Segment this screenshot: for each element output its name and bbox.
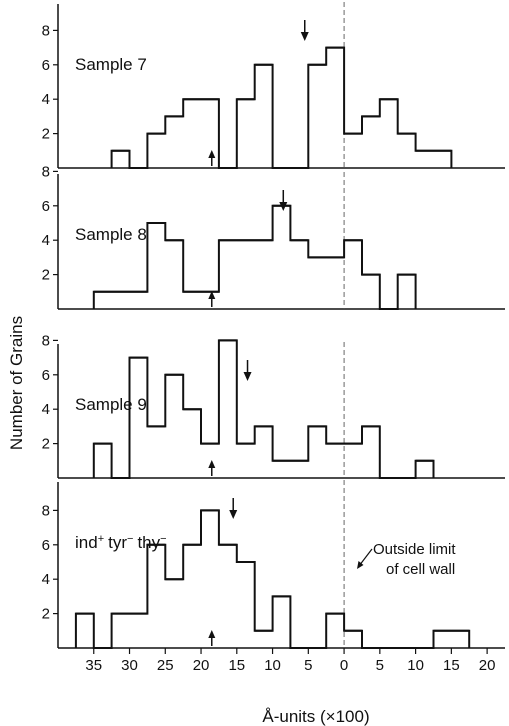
y-tick-label: 6 <box>42 198 50 215</box>
down-arrow-head <box>243 372 252 381</box>
x-tick-label: 5 <box>376 657 384 674</box>
x-tick-label: 20 <box>479 657 496 674</box>
y-tick-label: 4 <box>42 401 50 418</box>
up-arrow-head <box>208 150 216 158</box>
y-tick-label: 2 <box>42 267 50 284</box>
x-tick-label: 10 <box>264 657 281 674</box>
y-tick-label: 6 <box>42 367 50 384</box>
y-tick-label: 6 <box>42 537 50 554</box>
x-tick-label: 35 <box>85 657 102 674</box>
x-tick-label: 5 <box>304 657 312 674</box>
y-tick-label: 4 <box>42 232 50 249</box>
y-axis-label: Number of Grains <box>7 316 26 450</box>
panel-label: Sample 8 <box>75 225 147 244</box>
y-tick-label: 8 <box>42 22 50 39</box>
x-axis-label: Å-units (×100) <box>262 707 369 726</box>
x-tick-label: 15 <box>443 657 460 674</box>
histogram-outline <box>110 46 453 169</box>
x-tick-label: 15 <box>228 657 245 674</box>
panel-label: ind+ tyr− thy− <box>75 533 167 552</box>
x-tick-label: 10 <box>407 657 424 674</box>
y-tick-label: 4 <box>42 571 50 588</box>
y-tick-label: 2 <box>42 126 50 143</box>
histogram-outline <box>92 204 417 310</box>
annotation-line1: Outside limit <box>373 541 456 558</box>
up-arrow-head <box>208 460 216 468</box>
panel-4: 2 4 6 8 ind+ tyr− thy− <box>42 480 505 649</box>
panel-1: 2 4 6 8 Sample 7 <box>42 2 505 169</box>
down-arrow-head <box>300 32 309 41</box>
histogram-outline <box>74 509 471 649</box>
y-tick-label: 8 <box>42 332 50 349</box>
x-axis: 35 30 25 20 15 10 5 0 5 10 15 20 <box>85 648 495 674</box>
x-tick-label: 0 <box>340 657 348 674</box>
x-tick-label: 20 <box>193 657 210 674</box>
y-tick-label: 6 <box>42 57 50 74</box>
up-arrow-head <box>208 291 216 299</box>
up-arrow-head <box>208 630 216 638</box>
annotation-arrow-head <box>357 561 364 569</box>
x-tick-label: 30 <box>121 657 138 674</box>
down-arrow-head <box>229 510 238 519</box>
y-tick-label: 4 <box>42 91 50 108</box>
panel-2: 2 4 6 8 Sample 8 <box>42 163 505 310</box>
y-tick-label: 2 <box>42 606 50 623</box>
down-arrow-head <box>279 202 288 211</box>
y-tick-label: 2 <box>42 436 50 453</box>
annotation-line2: of cell wall <box>386 561 455 578</box>
panel-label: Sample 7 <box>75 55 147 74</box>
panel-label: Sample 9 <box>75 395 147 414</box>
histogram-panels: 2 4 6 8 Sample 7 2 4 6 8 Sample 8 2 4 6 8 Sample 9 2 4 6 8… <box>42 2 505 674</box>
y-tick-label: 8 <box>42 502 50 519</box>
x-tick-label: 25 <box>157 657 174 674</box>
y-tick-label: 8 <box>42 163 50 180</box>
panel-3: 2 4 6 8 Sample 9 <box>42 332 505 479</box>
